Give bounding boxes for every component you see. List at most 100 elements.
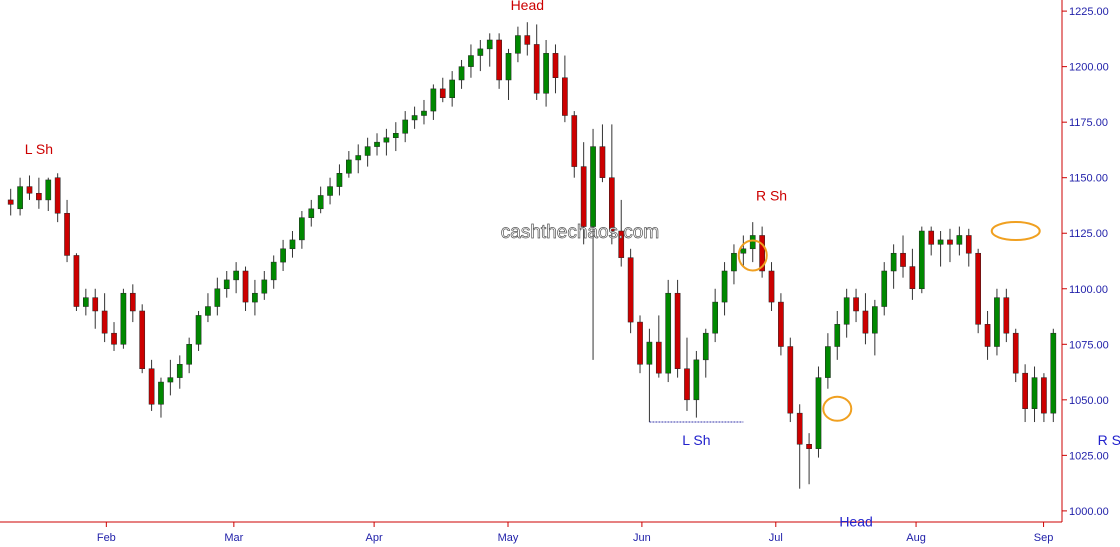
candle-body xyxy=(439,88,446,98)
candle-body xyxy=(374,141,380,147)
candle-body xyxy=(392,133,399,138)
candle-body xyxy=(430,88,437,112)
candle-body xyxy=(965,235,972,254)
candle-body xyxy=(740,248,747,254)
candle-body xyxy=(900,252,906,267)
candle-body xyxy=(402,119,409,134)
candle-body xyxy=(148,368,155,405)
candle-body xyxy=(562,77,568,116)
y-tick-label: 1050.00 xyxy=(1069,395,1109,407)
candle-body xyxy=(702,332,709,361)
candle-body xyxy=(186,344,192,365)
annotation-label: Head xyxy=(511,0,544,13)
candle-body xyxy=(1012,332,1019,374)
y-tick-label: 1225.00 xyxy=(1069,6,1109,18)
candle-body xyxy=(524,35,531,45)
candle-body xyxy=(327,186,333,196)
x-tick-label: Aug xyxy=(906,532,926,544)
candle-body xyxy=(778,301,784,347)
candle-body xyxy=(590,146,596,227)
candle-body xyxy=(881,270,888,307)
x-tick-label: Jun xyxy=(633,532,651,544)
candle-body xyxy=(139,310,146,369)
candle-body xyxy=(364,146,371,156)
candle-body xyxy=(890,252,897,272)
y-tick-label: 1175.00 xyxy=(1069,117,1108,129)
candle-body xyxy=(346,159,352,174)
candle-body xyxy=(956,235,963,245)
candle-body xyxy=(637,321,643,365)
candle-body xyxy=(918,230,925,290)
candle-body xyxy=(806,444,812,449)
candle-body xyxy=(994,297,1000,347)
candle-body xyxy=(749,235,756,250)
candle-body xyxy=(1022,372,1028,409)
candle-body xyxy=(252,292,258,303)
candle-body xyxy=(1050,332,1057,414)
candle-body xyxy=(731,252,737,272)
candle-body xyxy=(665,292,672,374)
candle-body xyxy=(92,297,99,312)
candle-body xyxy=(36,193,42,201)
candle-body xyxy=(947,239,953,245)
y-tick-label: 1100.00 xyxy=(1069,284,1108,296)
candle-body xyxy=(862,310,869,334)
candle-body xyxy=(674,292,681,369)
candle-body xyxy=(937,239,944,245)
candle-body xyxy=(280,248,286,263)
annotation-label: R Sh xyxy=(756,188,787,204)
candle-body xyxy=(1003,297,1010,334)
candle-body xyxy=(26,186,33,194)
candle-body xyxy=(129,292,136,312)
candle-body xyxy=(261,279,268,294)
candle-body xyxy=(214,288,221,307)
candle-body xyxy=(627,257,634,323)
x-tick-label: Mar xyxy=(224,532,243,544)
annotation-label: L Sh xyxy=(682,432,710,448)
candle-body xyxy=(1031,377,1038,409)
candle-body xyxy=(759,235,765,272)
candle-body xyxy=(383,137,390,143)
candle-body xyxy=(984,324,991,347)
candle-body xyxy=(768,270,775,303)
candle-body xyxy=(909,266,916,290)
x-tick-label: May xyxy=(498,532,519,544)
candle-body xyxy=(618,230,625,258)
candle-body xyxy=(205,306,211,316)
candle-body xyxy=(552,53,559,78)
candle-body xyxy=(834,324,841,347)
overlays-group: cashthechaos.com xyxy=(500,221,1041,423)
x-tick-label: Sep xyxy=(1034,532,1054,544)
candle-body xyxy=(486,39,493,50)
y-tick-label: 1125.00 xyxy=(1069,228,1108,240)
candle-body xyxy=(270,261,277,281)
candle-body xyxy=(158,381,164,405)
candle-body xyxy=(299,217,305,241)
candle-body xyxy=(787,346,794,414)
candle-body xyxy=(449,79,455,98)
candle-body xyxy=(167,377,174,383)
candle-body xyxy=(458,66,465,81)
y-tick-label: 1200.00 xyxy=(1069,62,1109,74)
candle-body xyxy=(336,173,343,187)
candle-body xyxy=(721,270,728,303)
x-tick-label: Feb xyxy=(97,532,116,544)
candle-body xyxy=(317,195,324,210)
x-ticks: Feb Mar Apr May Jun Jul Aug Sep xyxy=(97,522,1054,544)
candle-body xyxy=(176,364,183,378)
highlight-circle xyxy=(822,395,853,422)
candle-body xyxy=(101,310,108,334)
candle-body xyxy=(515,35,521,54)
candle-body xyxy=(825,346,831,378)
y-tick-label: 1000.00 xyxy=(1069,506,1109,518)
y-ticks: 1225.00 1200.00 1175.00 1150.00 1125.00 1100.… xyxy=(1062,6,1109,518)
annotation-label: Head xyxy=(839,513,872,529)
candle-body xyxy=(120,292,127,345)
candle-body xyxy=(928,230,935,245)
x-tick-label: Jul xyxy=(769,532,783,544)
candle-body xyxy=(496,39,502,81)
candle-body xyxy=(54,177,61,214)
candle-body xyxy=(308,208,315,218)
candle-body xyxy=(233,270,239,281)
